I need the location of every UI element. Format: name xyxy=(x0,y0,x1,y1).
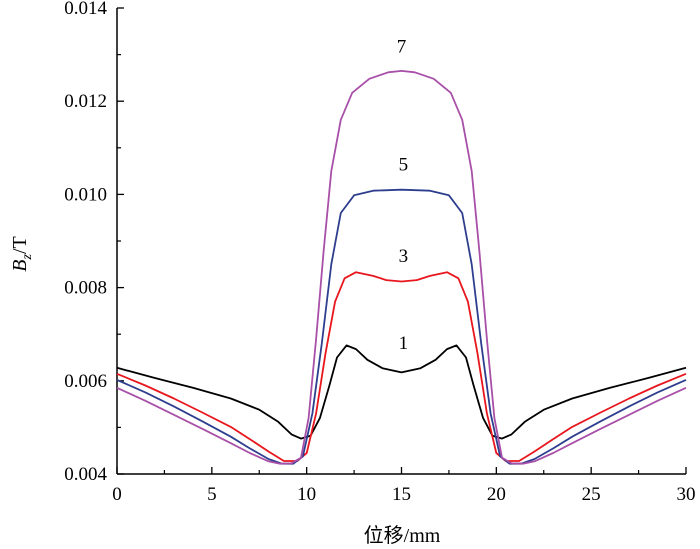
y-tick-label: 0.014 xyxy=(64,0,107,19)
x-tick-label: 30 xyxy=(677,484,696,505)
x-tick-label: 5 xyxy=(207,484,217,505)
svg-text:Bz/T: Bz/T xyxy=(9,236,35,271)
axes: 0 5 10 15 20 25 300.0040.0060.0080.0100.0120.0… xyxy=(64,0,695,505)
series-line-1 xyxy=(116,344,687,440)
x-tick-label: 15 xyxy=(392,484,411,505)
series-line-7 xyxy=(116,70,687,465)
y-axis-label-main: B xyxy=(9,260,31,272)
series-label-7: 7 xyxy=(397,36,407,57)
y-tick-label: 0.008 xyxy=(64,278,107,299)
y-axis-label: Bz/T xyxy=(9,236,35,271)
x-tick-label: 20 xyxy=(487,484,506,505)
axis-labels: 位移/mm Bz/T xyxy=(9,236,441,547)
x-tick-label: 25 xyxy=(582,484,601,505)
x-tick-label: 0 xyxy=(112,484,122,505)
y-tick-label: 0.012 xyxy=(64,91,107,112)
x-tick-label: 10 xyxy=(297,484,316,505)
series-line-5 xyxy=(116,188,687,465)
plot-area: 1 3 5 7 xyxy=(116,36,687,465)
y-axis-label-unit: /T xyxy=(9,236,31,254)
y-tick-label: 0.004 xyxy=(64,464,107,485)
y-tick-label: 0.010 xyxy=(64,184,107,205)
series-label-3: 3 xyxy=(399,246,409,267)
series-label-1: 1 xyxy=(399,333,409,354)
y-axis-label-sub: z xyxy=(20,254,35,261)
series-line-3 xyxy=(116,271,687,462)
x-axis-label: 位移/mm xyxy=(364,524,441,547)
y-tick-label: 0.006 xyxy=(64,371,107,392)
series-label-5: 5 xyxy=(399,155,409,176)
